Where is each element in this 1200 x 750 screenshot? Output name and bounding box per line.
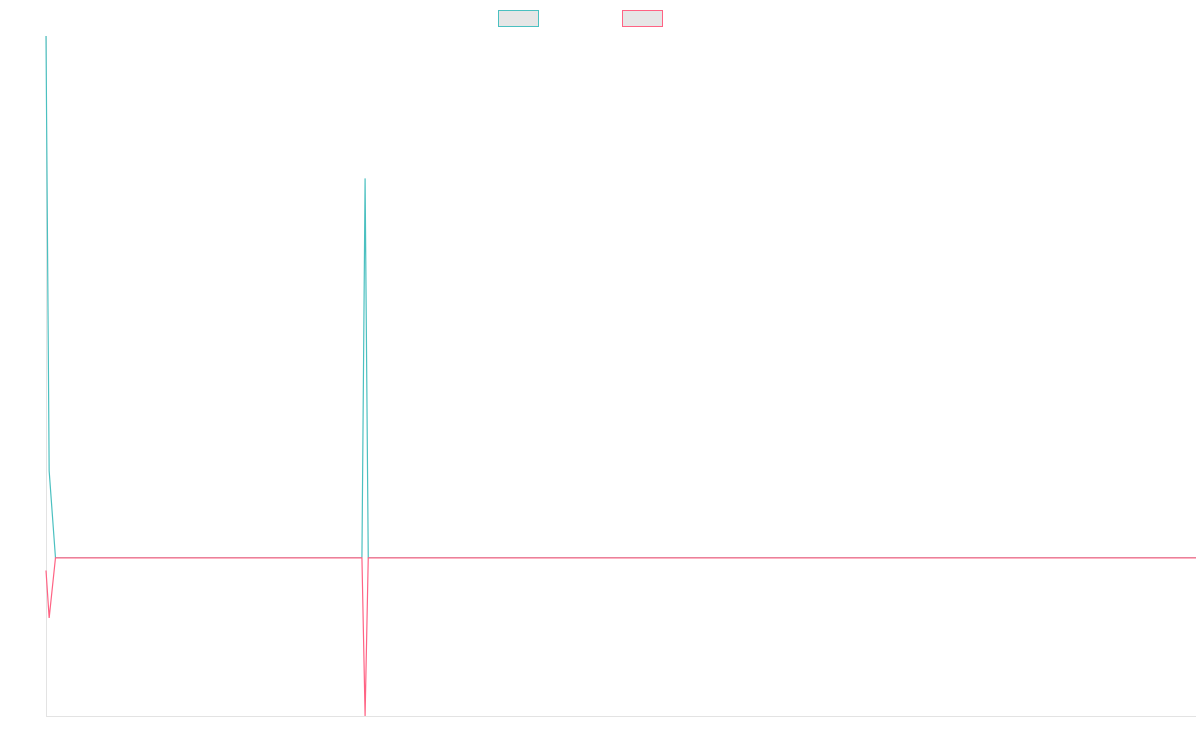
legend-swatch-series-2[interactable]	[622, 10, 663, 27]
legend-swatch-series-1[interactable]	[498, 10, 539, 27]
series-2-line	[45, 557, 1196, 717]
series-layer	[45, 35, 1196, 717]
legend[interactable]	[498, 10, 663, 27]
series-1-line	[45, 35, 1196, 559]
